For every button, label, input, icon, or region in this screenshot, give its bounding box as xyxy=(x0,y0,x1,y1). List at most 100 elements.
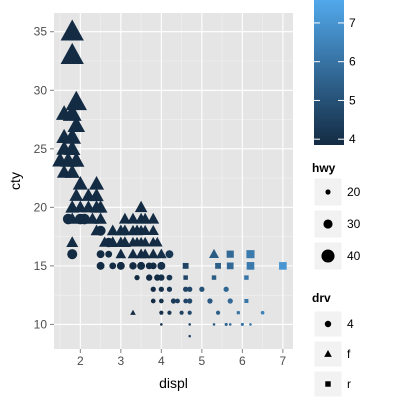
data-point xyxy=(166,286,173,292)
size-legend-symbol xyxy=(321,249,335,263)
x-tick-label: 4 xyxy=(158,354,165,368)
y-tick-label: 15 xyxy=(34,259,48,273)
shape-legend-title: drv xyxy=(312,291,331,305)
data-point xyxy=(240,322,244,326)
data-point xyxy=(158,298,164,304)
data-point xyxy=(146,274,153,281)
data-point xyxy=(139,236,151,247)
data-point xyxy=(183,275,188,280)
data-point xyxy=(170,298,177,304)
data-point xyxy=(64,140,81,155)
data-point xyxy=(67,116,86,133)
colorbar-label: 6 xyxy=(349,55,356,69)
colorbar-label: 5 xyxy=(349,93,356,107)
data-point xyxy=(129,262,137,270)
data-point xyxy=(64,164,80,178)
data-point xyxy=(182,262,189,269)
data-point xyxy=(109,262,117,270)
data-point xyxy=(139,224,151,236)
data-point xyxy=(147,212,160,224)
data-point xyxy=(226,250,234,258)
data-point xyxy=(244,298,249,304)
data-point xyxy=(165,250,174,259)
data-point xyxy=(223,286,229,292)
data-point xyxy=(179,310,184,315)
x-tick-label: 3 xyxy=(117,354,124,368)
data-point xyxy=(134,274,140,281)
data-point xyxy=(183,298,189,304)
data-point xyxy=(95,225,106,236)
data-point xyxy=(118,224,131,236)
data-point xyxy=(134,200,148,213)
data-point xyxy=(67,249,78,260)
data-point xyxy=(65,90,87,111)
size-legend-label: 20 xyxy=(347,185,361,199)
data-point xyxy=(66,236,79,247)
data-point xyxy=(127,248,139,259)
size-legend-symbol xyxy=(325,189,331,195)
data-point xyxy=(118,236,131,247)
y-tick-label: 20 xyxy=(34,200,48,214)
data-point xyxy=(187,286,193,292)
data-point xyxy=(208,248,220,258)
data-point xyxy=(150,286,156,292)
data-point xyxy=(118,212,131,224)
shape-legend-symbol xyxy=(325,381,331,387)
data-point xyxy=(244,275,249,280)
data-points xyxy=(52,19,287,338)
colorbar-label: 4 xyxy=(349,132,356,146)
data-point xyxy=(159,310,164,315)
data-point xyxy=(106,236,119,247)
data-point xyxy=(228,323,232,326)
data-point xyxy=(167,310,172,315)
data-point xyxy=(130,309,136,315)
data-point xyxy=(249,323,252,326)
size-legend-label: 40 xyxy=(347,249,361,263)
data-point xyxy=(158,274,165,281)
data-point xyxy=(166,274,173,281)
data-point xyxy=(183,286,189,292)
data-point xyxy=(199,286,205,292)
data-point xyxy=(246,262,255,270)
y-tick-label: 25 xyxy=(34,142,48,156)
shape-legend-label: f xyxy=(347,347,351,361)
data-point xyxy=(106,224,119,236)
x-tick-label: 7 xyxy=(280,354,287,368)
data-point xyxy=(116,261,125,270)
data-point xyxy=(60,42,84,64)
data-point xyxy=(72,175,88,190)
data-point xyxy=(207,298,213,304)
x-tick-label: 6 xyxy=(239,354,246,368)
data-point xyxy=(62,103,82,121)
data-point xyxy=(212,323,216,326)
data-point xyxy=(160,323,163,326)
minor-gridlines xyxy=(54,13,293,349)
data-point xyxy=(156,248,167,259)
data-point xyxy=(60,19,84,41)
data-point xyxy=(236,311,240,315)
y-tick-label: 10 xyxy=(34,317,48,331)
data-point xyxy=(88,175,105,190)
data-point xyxy=(279,262,287,270)
data-point xyxy=(94,212,107,224)
data-point xyxy=(137,261,146,270)
y-axis-label: cty xyxy=(7,172,23,190)
data-point xyxy=(96,250,105,259)
data-point xyxy=(139,212,152,224)
colorbar-label: 7 xyxy=(349,16,356,30)
size-legend-title: hwy xyxy=(312,161,336,175)
data-point xyxy=(188,334,192,338)
data-point xyxy=(89,188,104,202)
data-point xyxy=(79,213,90,225)
data-point xyxy=(211,275,217,280)
x-axis-label: displ xyxy=(159,375,188,391)
data-point xyxy=(93,200,108,213)
data-point xyxy=(151,236,163,247)
data-point xyxy=(246,250,255,259)
data-point xyxy=(63,127,82,144)
data-point xyxy=(105,250,113,258)
data-point xyxy=(158,286,164,292)
shape-legend-symbol xyxy=(324,320,332,328)
data-point xyxy=(224,322,228,326)
y-tick-label: 30 xyxy=(34,83,48,97)
